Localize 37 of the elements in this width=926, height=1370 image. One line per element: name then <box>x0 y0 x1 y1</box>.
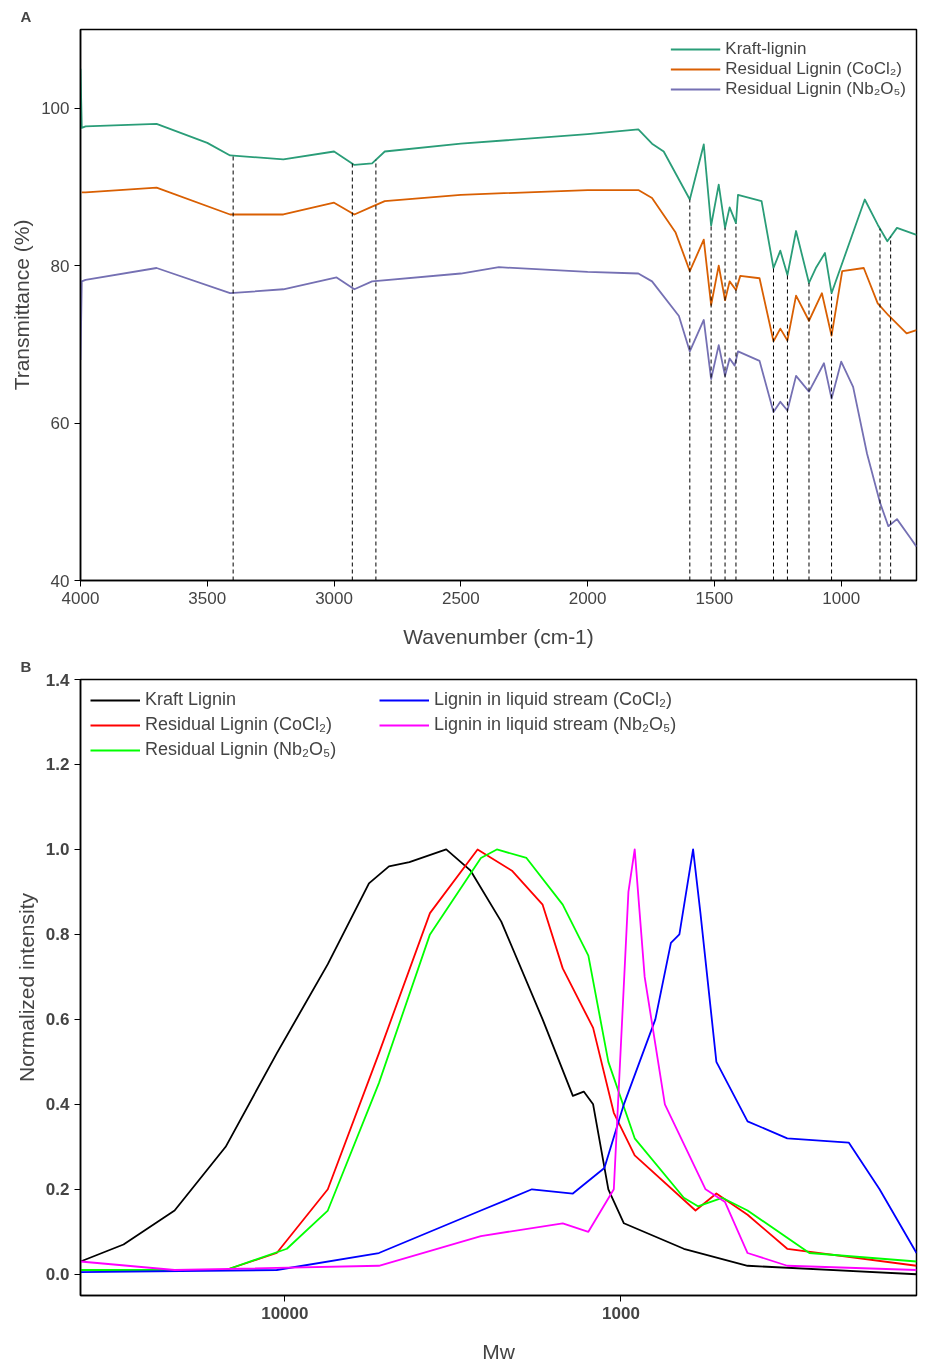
y-tick-label: 0.6 <box>45 1010 70 1030</box>
legend-label: Residual Lignin (Nb₂O₅) <box>145 739 338 760</box>
y-tick-label: 0.0 <box>45 1265 70 1285</box>
x-axis-title: Mw <box>482 1339 516 1363</box>
text: B <box>20 657 32 675</box>
x-tick-label: 3500 <box>188 588 227 608</box>
legend-label: Residual Lignin (CoCl₂) <box>725 59 902 79</box>
y-tick-label: 0.8 <box>45 925 70 945</box>
x-tick-label: 2500 <box>441 588 480 608</box>
y-tick-label: 1.2 <box>45 755 70 775</box>
text: A <box>20 7 32 25</box>
y-tick-label: 0.4 <box>45 1095 71 1115</box>
x-tick-label: 1000 <box>822 588 861 608</box>
y-tick-label: 1.0 <box>45 840 70 860</box>
x-axis-title: Wavenumber (cm-1) <box>403 624 594 648</box>
x-tick-label: 10000 <box>261 1303 309 1323</box>
line-series <box>80 186 917 343</box>
y-tick-label: 100 <box>41 99 70 119</box>
legend-label: Lignin in liquid stream (Nb₂O₅) <box>434 714 677 735</box>
legend-label: Kraft-lignin <box>725 39 807 59</box>
legend-label: Lignin in liquid stream (CoCl₂) <box>434 689 673 710</box>
legend-label: Kraft Lignin <box>145 689 238 710</box>
line-series <box>80 266 917 548</box>
y-tick-label: 80 <box>50 256 70 276</box>
y-tick-label: 60 <box>50 414 70 434</box>
legend-label: Residual Lignin (CoCl₂) <box>145 714 334 735</box>
y-tick-label: 40 <box>50 571 70 591</box>
y-tick-label: 1.4 <box>45 670 71 690</box>
x-tick-label: 4000 <box>61 588 100 608</box>
x-tick-label: 2000 <box>568 588 607 608</box>
x-tick-label: 1000 <box>602 1303 640 1323</box>
x-tick-label: 1500 <box>695 588 734 608</box>
x-tick-label: 3000 <box>315 588 353 608</box>
y-tick-label: 0.2 <box>45 1180 70 1200</box>
legend-label: Residual Lignin (Nb₂O₅) <box>725 79 906 99</box>
y-axis-title: Normalized intensity <box>14 892 38 1083</box>
y-axis-title: Transmittance (%) <box>10 219 34 391</box>
